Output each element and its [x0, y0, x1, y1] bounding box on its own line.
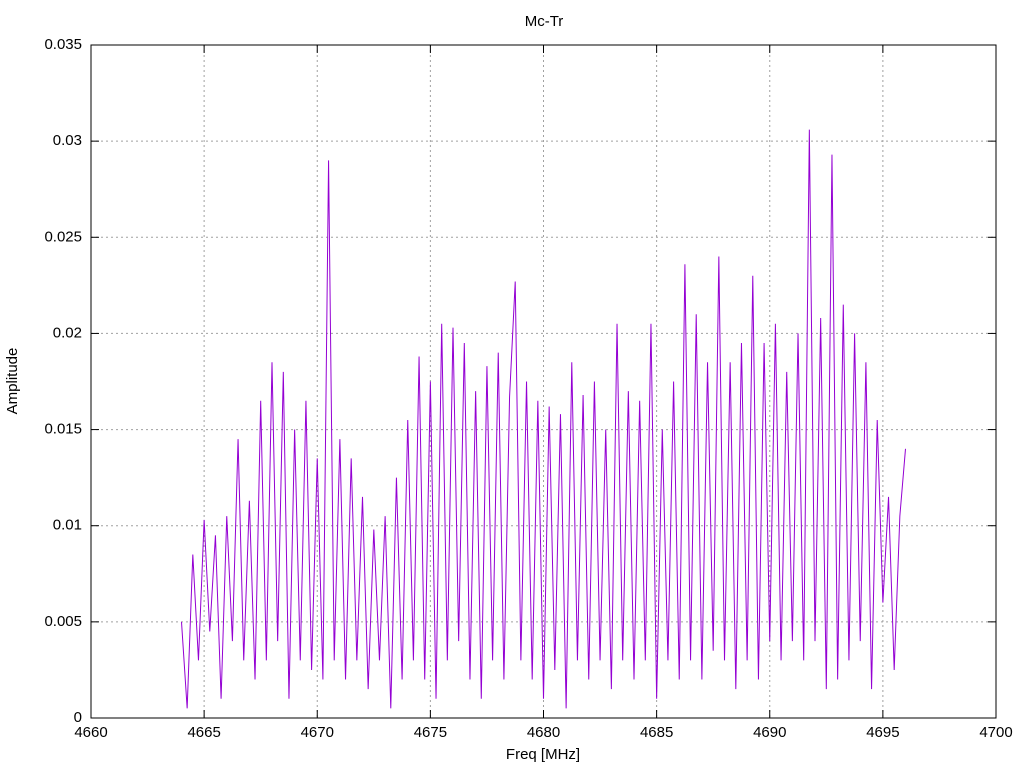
x-tick-label: 4700 — [979, 724, 1012, 741]
y-tick-label: 0.025 — [44, 228, 82, 245]
x-tick-label: 4665 — [187, 724, 220, 741]
data-line — [181, 129, 906, 709]
y-tick-label: 0.01 — [53, 517, 82, 534]
y-tick-label: 0 — [74, 709, 82, 726]
plot-border — [90, 44, 997, 719]
x-tick-label: 4670 — [301, 724, 334, 741]
y-tick-label: 0.03 — [53, 132, 82, 149]
y-tick-label: 0.035 — [44, 36, 82, 53]
x-tick-label: 4695 — [866, 724, 899, 741]
x-tick-label: 4675 — [414, 724, 447, 741]
y-axis-label: Amplitude — [4, 348, 21, 415]
x-axis-label: Freq [MHz] — [506, 746, 580, 763]
x-tick-label: 4690 — [753, 724, 786, 741]
x-tick-label: 4680 — [527, 724, 560, 741]
y-tick-label: 0.005 — [44, 613, 82, 630]
x-tick-label: 4660 — [74, 724, 107, 741]
y-tick-label: 0.015 — [44, 421, 82, 438]
x-tick-label: 4685 — [640, 724, 673, 741]
y-tick-label: 0.02 — [53, 324, 82, 341]
chart-title: Mc-Tr — [525, 13, 564, 30]
